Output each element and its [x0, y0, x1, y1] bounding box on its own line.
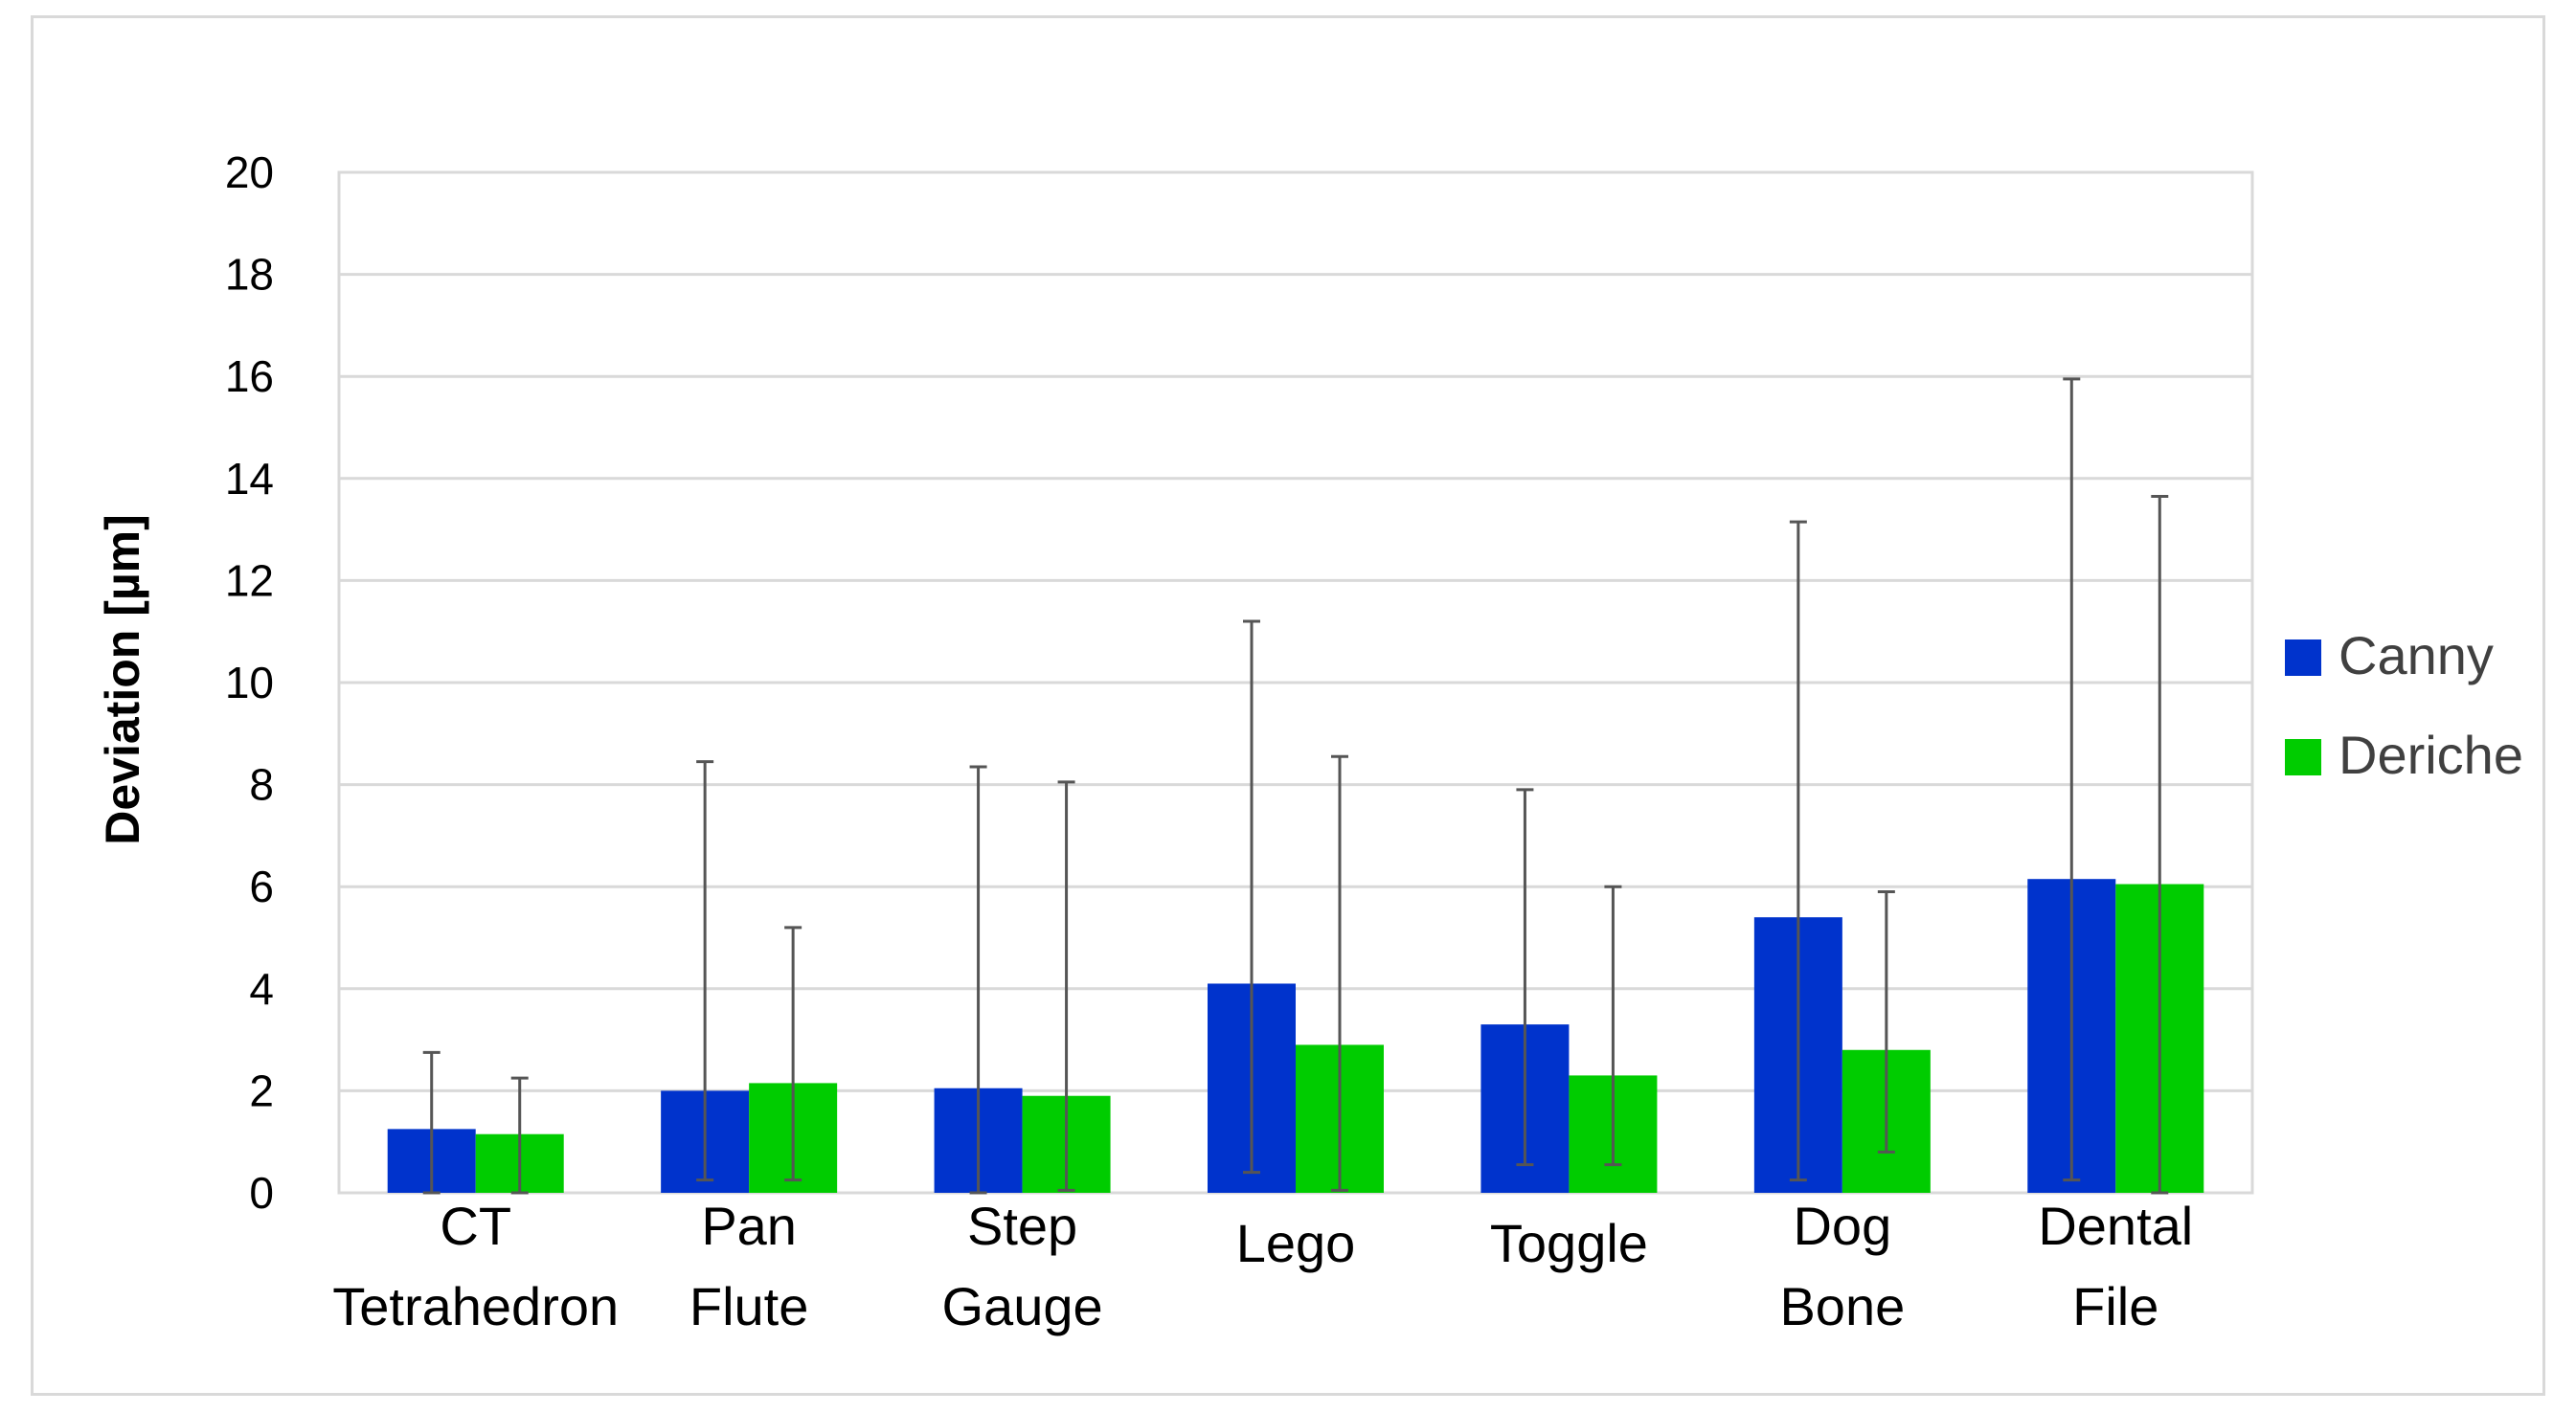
y-tick-label: 20	[225, 147, 274, 197]
legend-swatch-deriche	[2285, 739, 2321, 775]
x-category-label: Step	[967, 1196, 1077, 1256]
y-tick-label: 18	[225, 250, 274, 300]
y-tick-label: 14	[225, 454, 274, 504]
legend-label-canny: Canny	[2339, 625, 2494, 685]
y-tick-label: 2	[249, 1065, 274, 1115]
legend-swatch-canny	[2285, 639, 2321, 676]
x-category-label: Tetrahedron	[332, 1276, 619, 1336]
x-category-label: Dog	[1793, 1196, 1891, 1256]
y-axis-tick-labels: 0 2 4 6 8 10 12 14 16 18 20	[225, 147, 274, 1218]
legend-label-deriche: Deriche	[2339, 725, 2523, 785]
x-category-label: Dental	[2038, 1196, 2193, 1256]
y-tick-label: 0	[249, 1168, 274, 1218]
x-category-label: Lego	[1236, 1213, 1356, 1273]
y-tick-label: 8	[249, 760, 274, 810]
bars	[387, 879, 2204, 1193]
x-category-label: Toggle	[1490, 1213, 1648, 1273]
x-category-label: Pan	[701, 1196, 797, 1256]
x-category-label: Bone	[1779, 1276, 1905, 1336]
y-tick-label: 10	[225, 658, 274, 707]
y-tick-label: 16	[225, 351, 274, 401]
y-axis-label: Deviation [µm]	[96, 514, 149, 845]
x-category-label: File	[2072, 1276, 2158, 1336]
y-tick-label: 6	[249, 862, 274, 911]
x-category-label: CT	[440, 1196, 511, 1256]
x-axis-category-labels: CT Tetrahedron Pan Flute Step Gauge Lego Toggle…	[332, 1196, 2193, 1336]
legend: Canny Deriche	[2285, 625, 2523, 785]
y-tick-label: 4	[249, 964, 274, 1014]
error-bars	[422, 377, 2169, 1195]
x-category-label: Gauge	[942, 1276, 1103, 1336]
x-category-label: Flute	[689, 1276, 809, 1336]
y-tick-label: 12	[225, 555, 274, 605]
